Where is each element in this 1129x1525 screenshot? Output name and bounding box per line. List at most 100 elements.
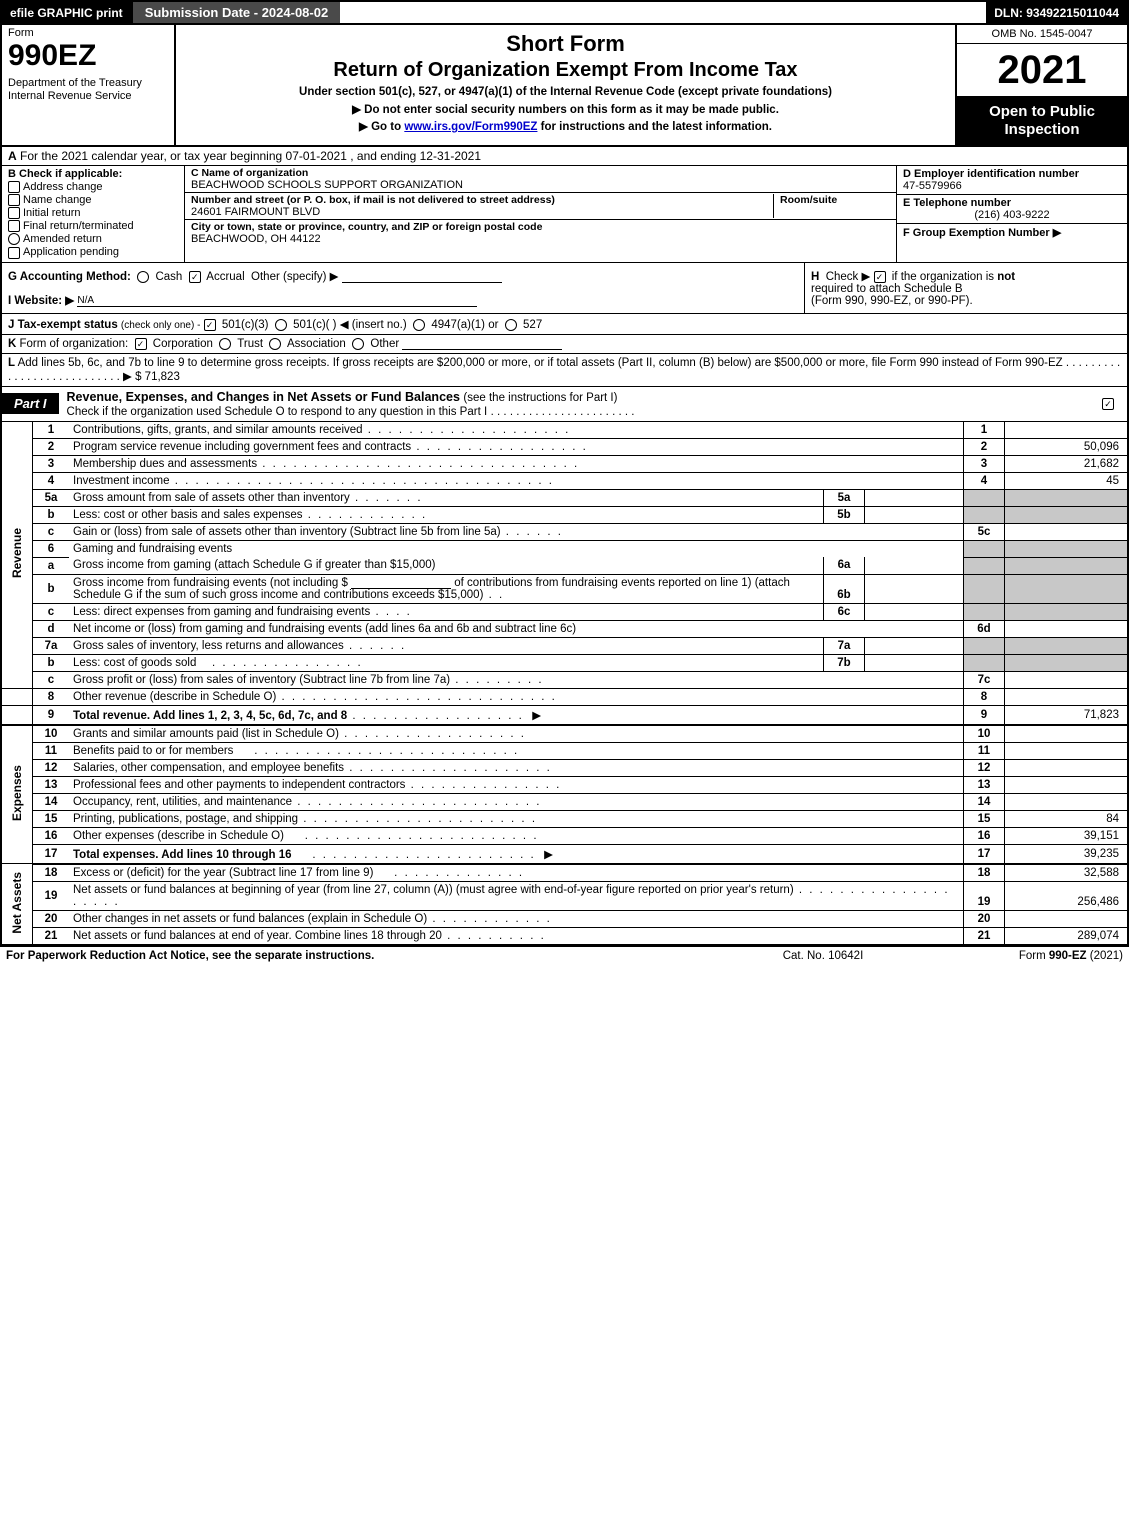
chk-name-change[interactable]: Name change	[8, 194, 178, 206]
line-7a-num: 7a	[33, 637, 70, 654]
chk-accrual[interactable]	[189, 271, 201, 283]
line-17-desc: Total expenses. Add lines 10 through 16 …	[69, 844, 964, 864]
chk-final-return[interactable]: Final return/terminated	[8, 220, 178, 232]
chk-initial-return[interactable]: Initial return	[8, 207, 178, 219]
line-3-rval: 21,682	[1005, 455, 1129, 472]
line-14-num: 14	[33, 793, 70, 810]
line-6d-rnum: 6d	[964, 620, 1005, 637]
revenue-table: Revenue 1 Contributions, gifts, grants, …	[0, 422, 1129, 946]
line-5a-num: 5a	[33, 489, 70, 506]
line-7a-desc: Gross sales of inventory, less returns a…	[69, 637, 824, 654]
line-14-rval	[1005, 793, 1129, 810]
open-to-public: Open to Public Inspection	[957, 97, 1127, 145]
line-7b-rvalgrey	[1005, 654, 1129, 671]
chk-cash[interactable]	[137, 271, 149, 283]
line-6d-desc: Net income or (loss) from gaming and fun…	[69, 620, 964, 637]
h-text4: (Form 990, 990-EZ, or 990-PF).	[811, 295, 973, 307]
chk-4947[interactable]	[413, 319, 425, 331]
form-number: 990EZ	[8, 41, 168, 71]
chk-initial-return-label: Initial return	[23, 207, 80, 219]
k-assoc: Association	[287, 338, 346, 350]
line-21-rnum: 21	[964, 927, 1005, 945]
chk-501c[interactable]	[275, 319, 287, 331]
chk-corporation[interactable]	[135, 338, 147, 350]
line-21-rval: 289,074	[1005, 927, 1129, 945]
table-row: 4 Investment income . . . . . . . . . . …	[1, 472, 1128, 489]
chk-527[interactable]	[505, 319, 517, 331]
line-4-num: 4	[33, 472, 70, 489]
c-label: C	[191, 167, 199, 179]
chk-501c3[interactable]	[204, 319, 216, 331]
website-value: N/A	[77, 294, 477, 307]
chk-amended-return-label: Amended return	[23, 233, 102, 245]
chk-name-change-label: Name change	[23, 194, 92, 206]
g-accrual: Accrual	[206, 271, 244, 283]
line-5a-desc: Gross amount from sale of assets other t…	[69, 489, 824, 506]
line-5b-subval	[865, 506, 964, 523]
h-not: not	[997, 271, 1015, 283]
line-19-rnum: 19	[964, 881, 1005, 910]
chk-schedule-b[interactable]	[874, 271, 886, 283]
line-10-rnum: 10	[964, 725, 1005, 743]
line-5b-rvalgrey	[1005, 506, 1129, 523]
table-row: 9 Total revenue. Add lines 1, 2, 3, 4, 5…	[1, 705, 1128, 725]
line-6-num: 6	[33, 540, 70, 557]
b-label: B	[8, 168, 16, 180]
l-value: 71,823	[145, 371, 180, 383]
footer-form-year: (2021)	[1087, 950, 1123, 962]
line-14-desc: Occupancy, rent, utilities, and maintena…	[69, 793, 964, 810]
l-label: L	[8, 357, 15, 369]
chk-amended-return[interactable]: Amended return	[8, 233, 178, 245]
line-2-num: 2	[33, 438, 70, 455]
line-19-num: 19	[33, 881, 70, 910]
i-label: I Website: ▶	[8, 295, 74, 307]
chk-address-change-label: Address change	[23, 181, 103, 193]
line-5a-subval	[865, 489, 964, 506]
irs-link[interactable]: www.irs.gov/Form990EZ	[404, 121, 537, 133]
chk-trust[interactable]	[219, 338, 231, 350]
j-527: 527	[523, 319, 542, 331]
c-name-label: Name of organization	[202, 167, 309, 179]
line-5b-rgrey	[964, 506, 1005, 523]
line-15-num: 15	[33, 810, 70, 827]
line-6-rgrey	[964, 540, 1005, 557]
line-3-rnum: 3	[964, 455, 1005, 472]
j-sub: (check only one) -	[121, 320, 200, 331]
line-6c-rvalgrey	[1005, 603, 1129, 620]
c-addr-row: Number and street (or P. O. box, if mail…	[185, 193, 896, 220]
efile-print-label[interactable]: efile GRAPHIC print	[2, 2, 131, 23]
chk-application-pending[interactable]: Application pending	[8, 246, 178, 258]
line-12-desc: Salaries, other compensation, and employ…	[69, 759, 964, 776]
netassets-side-label: Net Assets	[1, 864, 33, 945]
ein-value: 47-5579966	[903, 180, 962, 192]
omb-number: OMB No. 1545-0047	[957, 25, 1127, 44]
table-row: 8 Other revenue (describe in Schedule O)…	[1, 688, 1128, 705]
b-check-label: Check if applicable:	[19, 168, 122, 180]
table-row: 5a Gross amount from sale of assets othe…	[1, 489, 1128, 506]
line-6d-rval	[1005, 620, 1129, 637]
line-13-num: 13	[33, 776, 70, 793]
line-2-desc: Program service revenue including govern…	[69, 438, 964, 455]
line-18-num: 18	[33, 864, 70, 882]
line-20-rval	[1005, 910, 1129, 927]
chk-other-org[interactable]	[352, 338, 364, 350]
line-6-rvalgrey	[1005, 540, 1129, 557]
k-trust: Trust	[237, 338, 263, 350]
part-i-schedule-o-chk[interactable]	[1102, 398, 1127, 410]
line-20-rnum: 20	[964, 910, 1005, 927]
chk-final-return-label: Final return/terminated	[23, 220, 134, 232]
table-row: Expenses 10 Grants and similar amounts p…	[1, 725, 1128, 743]
line-12-rval	[1005, 759, 1129, 776]
line-6c-subnum: 6c	[824, 603, 865, 620]
footer-paperwork: For Paperwork Reduction Act Notice, see …	[6, 950, 723, 962]
g-other-input[interactable]	[342, 282, 502, 283]
d-label: D Employer identification number	[903, 168, 1079, 180]
header-left: Form 990EZ Department of the Treasury In…	[2, 25, 176, 145]
chk-address-change[interactable]: Address change	[8, 181, 178, 193]
line-10-num: 10	[33, 725, 70, 743]
chk-association[interactable]	[269, 338, 281, 350]
k-other-input[interactable]	[402, 349, 562, 350]
part-i-badge: Part I	[2, 393, 59, 414]
table-row: b Gross income from fundraising events (…	[1, 574, 1128, 603]
line-6b-desc: Gross income from fundraising events (no…	[69, 574, 824, 603]
